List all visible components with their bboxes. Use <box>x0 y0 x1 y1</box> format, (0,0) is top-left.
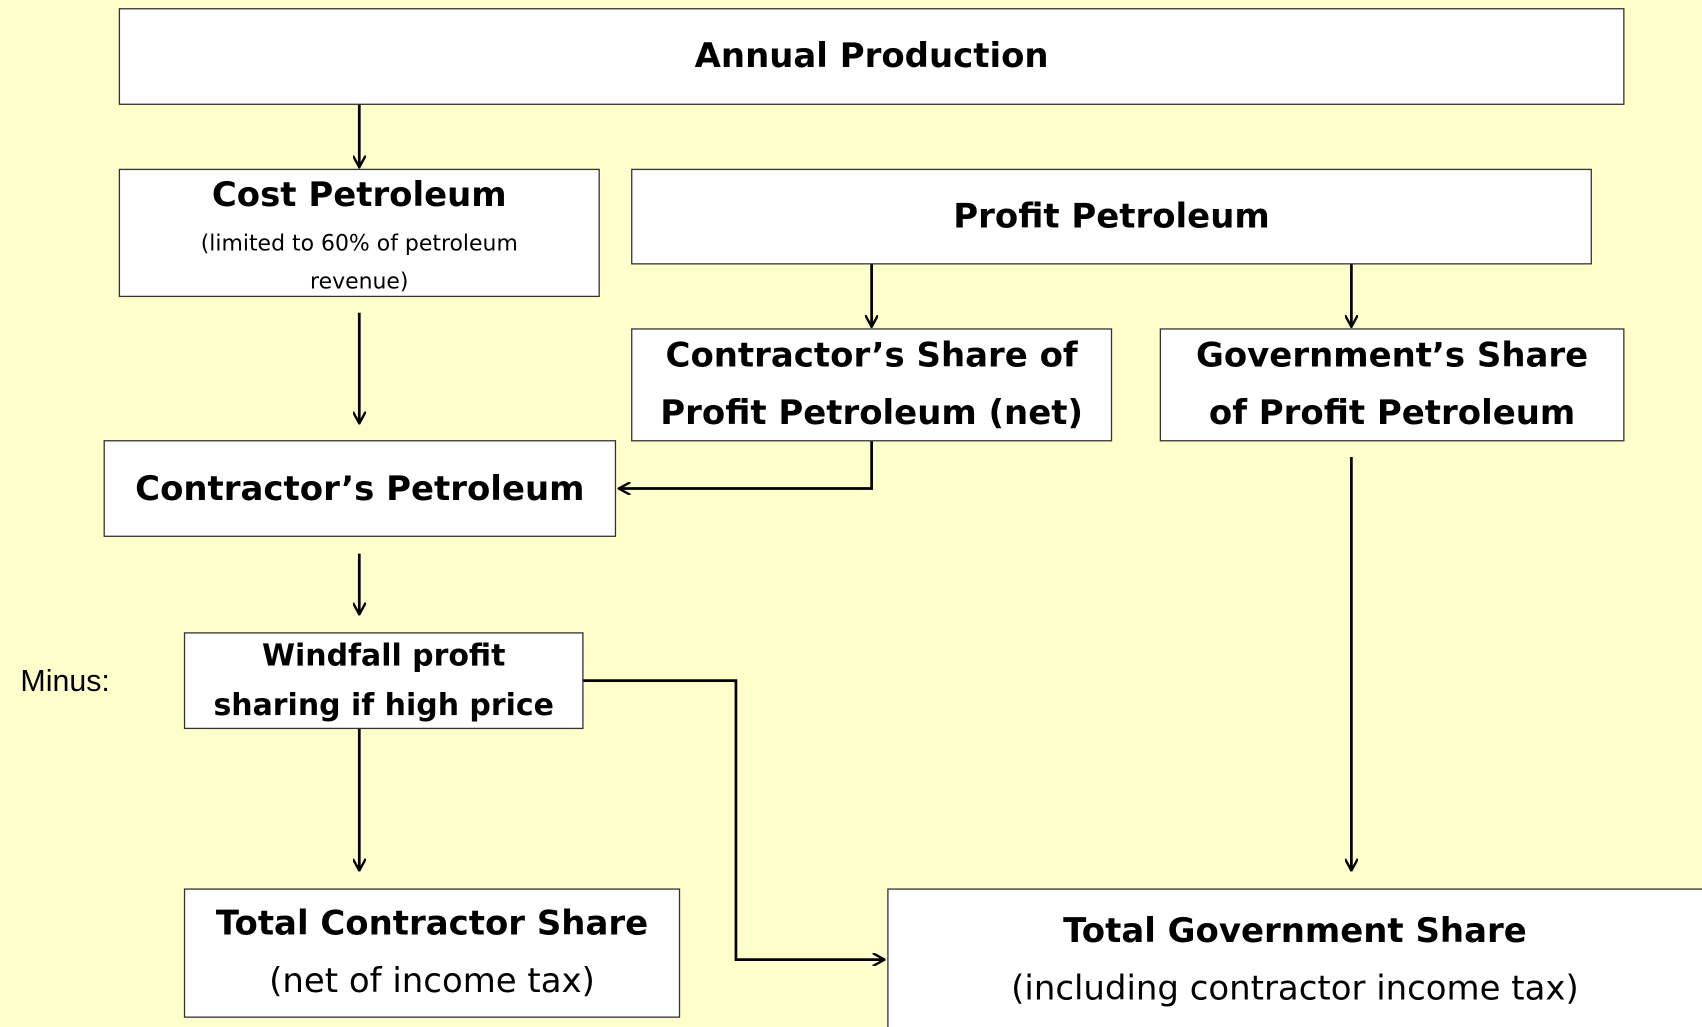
node-box <box>118 168 600 298</box>
node-text: revenue) <box>310 269 408 294</box>
node-text: Contractor’s Share of <box>666 336 1079 376</box>
node-text: (net of income tax) <box>269 961 595 1001</box>
node-text: Government’s Share <box>1196 336 1588 376</box>
node-text: of Profit Petroleum <box>1209 393 1575 433</box>
arrow <box>582 679 885 960</box>
node-box <box>1159 328 1625 442</box>
side-label: Minus: <box>20 664 109 698</box>
node-box <box>183 632 584 730</box>
node-text: Annual Production <box>695 36 1049 76</box>
node-text: Contractor’s Petroleum <box>135 469 584 509</box>
node-text: Windfall profit <box>262 638 505 673</box>
node-box <box>103 440 617 537</box>
node-box <box>631 168 1592 265</box>
node-box <box>183 888 681 1018</box>
node-text: Profit Petroleum <box>953 197 1269 237</box>
node-box <box>118 8 1625 105</box>
node-text: Total Contractor Share <box>216 903 648 943</box>
node-box <box>887 888 1702 1027</box>
node-text: sharing if high price <box>213 688 553 723</box>
arrow <box>619 440 873 489</box>
node-text: Total Government Share <box>1063 911 1527 951</box>
node-text: (limited to 60% of petroleum <box>201 231 518 256</box>
node-text: Cost Petroleum <box>212 175 507 215</box>
arrows <box>359 104 1351 959</box>
node-text: Profit Petroleum (net) <box>660 393 1083 433</box>
node-box <box>631 328 1113 442</box>
node-text: (including contractor income tax) <box>1011 969 1579 1009</box>
